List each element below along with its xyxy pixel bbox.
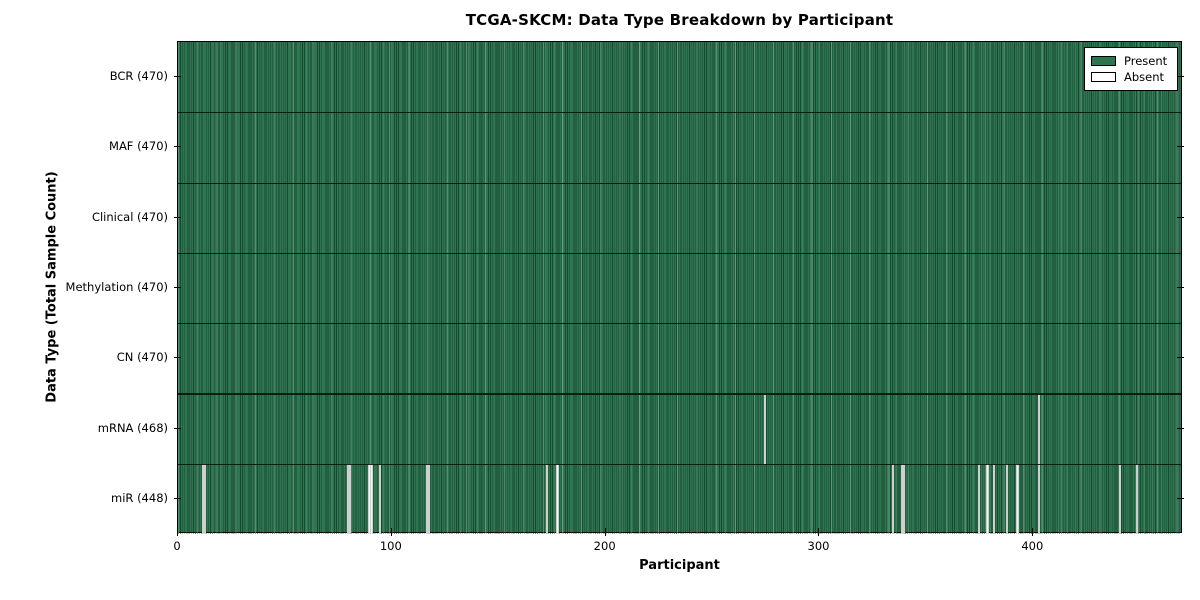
absent-mark bbox=[368, 463, 371, 534]
absent-swatch-icon bbox=[1091, 72, 1116, 82]
present-bars bbox=[178, 252, 1181, 324]
x-tick bbox=[818, 528, 820, 536]
absent-mark bbox=[201, 463, 204, 534]
absent-mark bbox=[902, 463, 906, 534]
heatmap-row-miR bbox=[178, 463, 1181, 534]
x-tick bbox=[604, 528, 606, 536]
chart-title: TCGA-SKCM: Data Type Breakdown by Partic… bbox=[465, 11, 894, 29]
y-tick bbox=[174, 287, 181, 288]
y-tick-label: CN (470) bbox=[116, 350, 168, 365]
y-tick bbox=[174, 427, 181, 429]
absent-mark bbox=[986, 463, 989, 534]
absent-mark bbox=[1135, 463, 1139, 534]
heatmap-row-mRNA bbox=[178, 393, 1181, 464]
present-bars bbox=[178, 323, 1181, 394]
heatmap-row-CN bbox=[178, 323, 1181, 394]
absent-mark bbox=[977, 463, 981, 534]
y-tick-label: Clinical (470) bbox=[91, 209, 168, 224]
y-tick bbox=[174, 216, 181, 218]
y-tick bbox=[174, 76, 181, 78]
present-bars bbox=[178, 112, 1181, 183]
x-tick-label: 100 bbox=[379, 539, 402, 553]
y-tick-label: MAF (470) bbox=[109, 139, 168, 154]
row-divider bbox=[178, 112, 1181, 114]
absent-mark bbox=[346, 463, 350, 534]
heatmap-row-Methylation bbox=[178, 252, 1181, 324]
x-tick bbox=[1032, 528, 1034, 536]
present-bars bbox=[178, 42, 1181, 113]
y-tick bbox=[1177, 427, 1184, 429]
y-tick-label: mRNA (468) bbox=[97, 420, 168, 435]
y-tick-label: Methylation (470) bbox=[65, 280, 168, 294]
absent-mark bbox=[1037, 393, 1040, 464]
absent-mark bbox=[545, 463, 549, 534]
absent-mark bbox=[1016, 463, 1019, 534]
x-tick-label: 0 bbox=[173, 539, 181, 553]
heatmap-row-Clinical bbox=[178, 182, 1181, 253]
absent-mark bbox=[349, 463, 352, 534]
y-tick bbox=[174, 146, 181, 148]
y-tick-label: BCR (470) bbox=[109, 69, 168, 84]
legend-entry-absent: Absent bbox=[1091, 69, 1171, 85]
row-divider bbox=[178, 182, 1181, 184]
x-tick-label: 300 bbox=[807, 539, 830, 553]
absent-mark bbox=[370, 463, 373, 534]
absent-mark bbox=[900, 463, 904, 534]
absent-mark bbox=[556, 463, 559, 534]
heatmap-row-BCR bbox=[178, 42, 1181, 113]
row-divider bbox=[178, 393, 1181, 395]
row-divider bbox=[178, 323, 1181, 325]
x-tick-label: 400 bbox=[1021, 539, 1044, 553]
legend-present-label: Present bbox=[1124, 54, 1168, 68]
y-tick-label: miR (448) bbox=[111, 490, 168, 505]
present-swatch-icon bbox=[1091, 56, 1116, 66]
present-bars bbox=[178, 463, 1181, 534]
y-tick bbox=[1177, 76, 1184, 78]
absent-mark bbox=[1037, 463, 1040, 534]
y-tick bbox=[174, 497, 181, 499]
absent-mark bbox=[203, 463, 206, 534]
row-divider bbox=[178, 252, 1181, 255]
absent-mark bbox=[892, 463, 895, 534]
legend-entry-present: Present bbox=[1091, 53, 1171, 69]
present-bars bbox=[178, 182, 1181, 253]
x-axis-label: Participant bbox=[639, 558, 720, 573]
absent-mark bbox=[428, 463, 431, 534]
y-tick bbox=[1177, 216, 1184, 218]
row-divider bbox=[178, 463, 1181, 465]
x-tick bbox=[390, 528, 392, 536]
absent-mark bbox=[992, 463, 995, 534]
y-tick bbox=[1177, 357, 1184, 359]
x-tick-label: 200 bbox=[593, 539, 616, 553]
legend-absent-label: Absent bbox=[1124, 70, 1165, 84]
absent-mark bbox=[426, 463, 429, 534]
absent-mark bbox=[1005, 463, 1008, 534]
absent-mark bbox=[1118, 463, 1122, 534]
plot-area bbox=[177, 41, 1182, 534]
x-tick bbox=[177, 528, 178, 536]
absent-mark bbox=[379, 463, 382, 534]
heatmap-row-MAF bbox=[178, 112, 1181, 183]
legend: Present Absent bbox=[1084, 47, 1178, 91]
y-tick bbox=[1177, 497, 1184, 499]
y-tick bbox=[1177, 146, 1184, 148]
y-tick bbox=[174, 357, 181, 359]
absent-mark bbox=[763, 393, 767, 464]
y-tick bbox=[1177, 287, 1184, 288]
present-bars bbox=[178, 393, 1181, 464]
